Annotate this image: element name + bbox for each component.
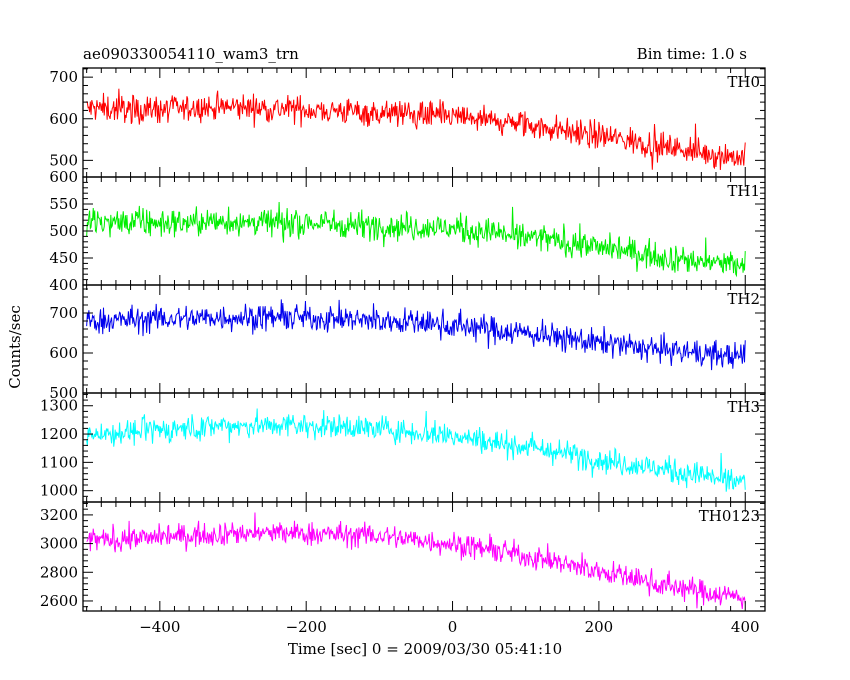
x-tick-label: −200 <box>286 618 327 636</box>
y-tick-label: 500 <box>49 222 78 240</box>
y-axis-label: Counts/sec <box>6 305 24 389</box>
series-line-th0 <box>86 88 746 171</box>
series-name-th2: TH2 <box>727 290 760 308</box>
series-line-th3 <box>86 408 746 492</box>
y-tick-label: 600 <box>49 110 78 128</box>
y-tick-label: 600 <box>49 168 78 186</box>
chart-title: ae090330054110_wam3_trn <box>83 45 299 63</box>
y-tick-label: 3200 <box>40 506 78 524</box>
series-name-th1: TH1 <box>727 182 760 200</box>
x-tick-label: 400 <box>731 618 760 636</box>
panel-th0123: 2600 2800 3000 3200 TH0123 <box>40 501 766 612</box>
panel-frame <box>82 392 766 503</box>
y-tick-label: 600 <box>49 344 78 362</box>
y-tick-label: 400 <box>49 276 78 294</box>
bin-time-label: Bin time: 1.0 s <box>637 45 747 63</box>
panel-th1: 400 450 500 550 600 TH1 <box>49 168 766 294</box>
panel-frame <box>82 284 766 394</box>
y-tick-label: 1300 <box>40 397 78 415</box>
series-line-th1 <box>86 202 746 278</box>
series-line-th0123 <box>86 512 746 610</box>
y-tick-label: 550 <box>49 195 78 213</box>
y-tick-label: 3000 <box>40 535 78 553</box>
x-tick-label: 200 <box>585 618 614 636</box>
x-tick-label: 0 <box>448 618 458 636</box>
panel-th0: 500 600 700 TH0 <box>49 67 766 178</box>
y-tick-label: 500 <box>49 151 78 169</box>
y-tick-label: 700 <box>49 304 78 322</box>
panel-frame <box>82 67 766 178</box>
y-tick-label: 2800 <box>40 563 78 581</box>
y-tick-label: 2600 <box>40 592 78 610</box>
y-tick-label: 450 <box>49 249 78 267</box>
y-tick-label: 500 <box>49 384 78 402</box>
series-line-th2 <box>86 299 746 371</box>
panel-frame <box>82 501 766 612</box>
panel-th3: 1000 1100 1200 1300 TH3 <box>40 392 766 503</box>
y-tick-label: 700 <box>49 68 78 86</box>
series-name-th0: TH0 <box>727 73 760 91</box>
series-name-th0123: TH0123 <box>699 507 760 525</box>
y-tick-label: 1000 <box>40 482 78 500</box>
y-tick-label: 1200 <box>40 425 78 443</box>
series-name-th3: TH3 <box>727 398 760 416</box>
panel-th2: 500 600 700 TH2 <box>49 284 766 402</box>
x-tick-label: −400 <box>139 618 180 636</box>
y-tick-label: 1100 <box>40 453 78 471</box>
x-axis-label: Time [sec] 0 = 2009/03/30 05:41:10 <box>288 640 562 658</box>
